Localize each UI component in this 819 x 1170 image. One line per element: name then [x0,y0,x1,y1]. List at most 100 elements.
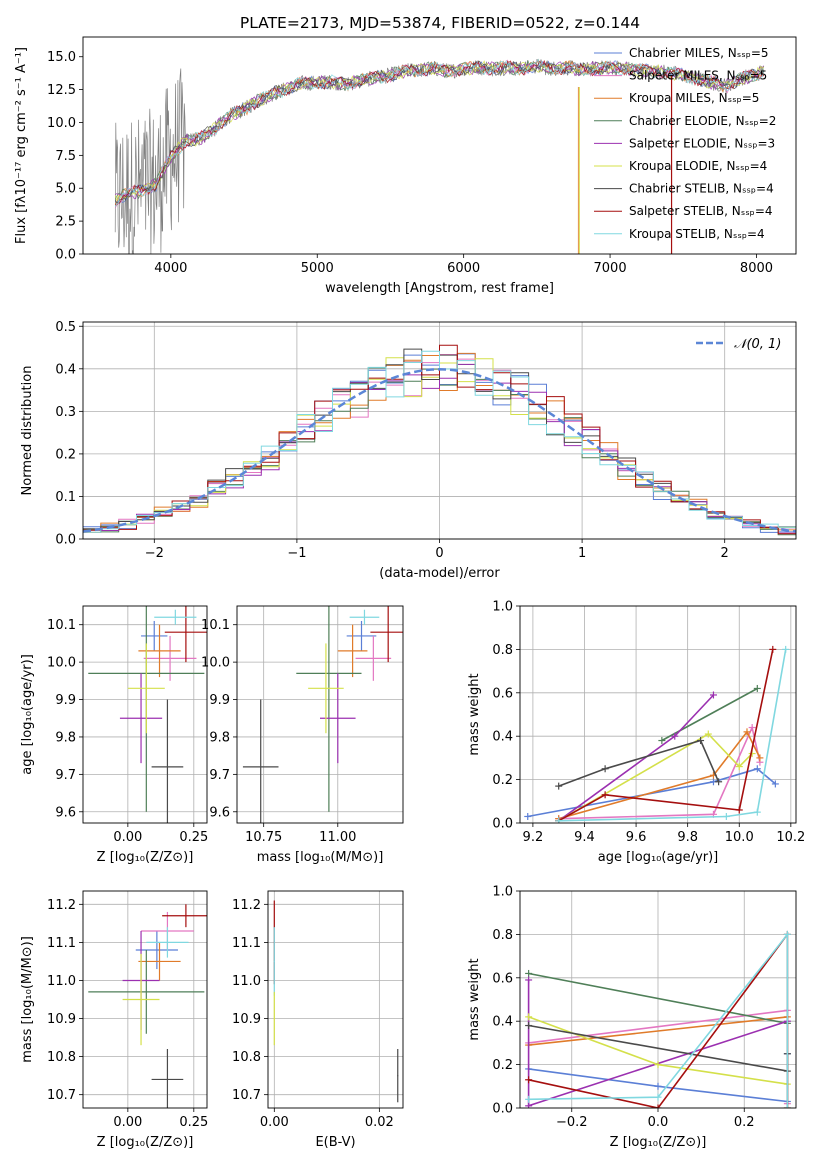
figure-title: PLATE=2173, MJD=53874, FIBERID=0522, z=0… [240,14,640,32]
x-tick-label: 11.00 [319,830,356,845]
y-tick-label: 10.0 [47,656,76,671]
y-tick-label: 5.0 [55,182,76,197]
x-axis-label: age [log₁₀(age/yr)] [598,850,719,865]
y-tick-label: 11.0 [232,974,261,989]
axes-frame [519,605,797,824]
panel-residuals: −2 −1 0 1 2 0.0 0.1 0.2 0.3 0.4 0.5 (data-model)/er… [20,320,797,581]
y-tick-label: 0.0 [55,533,76,548]
legend-label: Chabrier MILES, Nₛₛₚ=5 [629,46,769,60]
x-tick-label: 10.2 [776,830,805,845]
plot-area [114,58,765,254]
weight-line-chabrier_miles [527,767,776,818]
y-tick-label: 9.9 [209,693,230,708]
axes-frame [82,36,797,255]
x-tick-label: 9.6 [626,830,647,845]
y-tick-label: 10.1 [201,618,230,633]
y-tick-label: 10.8 [232,1050,261,1065]
normal-curve [83,368,796,533]
y-tick-label: 0.2 [55,447,76,462]
panel-mass_weight_vs_Z: −0.2 0.0 0.2 0.0 0.2 0.4 0.6 0.8 1.0 Z [log₁₀(Z/Z… [467,885,797,1150]
y-tick-label: 11.0 [47,974,76,989]
x-tick-label: 0.0 [648,1115,669,1130]
y-tick-label: 7.5 [55,149,76,164]
weight-line-kroupa_stelib [528,932,789,1108]
plot-area [88,904,207,1108]
panel-mass_vs_ebv: 0.00 0.02 10.7 10.8 10.9 11.0 11.1 11.2 E(B-V) [232,890,404,1150]
axes-frame [236,605,404,824]
y-tick-label: 9.6 [209,805,230,820]
x-tick-label: 0.2 [734,1115,755,1130]
y-tick-label: 0.4 [492,730,513,745]
y-tick-label: 9.6 [55,805,76,820]
x-tick-label: 10.0 [725,830,754,845]
x-tick-label: 0.25 [179,1115,208,1130]
x-tick-label: 6000 [447,261,480,276]
y-tick-label: 9.8 [55,730,76,745]
y-axis-label: Normed distribution [20,366,35,496]
model-line-kroupa_stelib [114,58,765,207]
y-tick-label: 11.1 [232,936,261,951]
y-tick-label: 0.6 [492,686,513,701]
y-axis-label: age [log₁₀(age/yr)] [20,654,35,775]
y-tick-label: 11.1 [47,936,76,951]
x-tick-label: 1 [578,546,586,561]
x-axis-label: (data-model)/error [379,566,500,581]
plot-area [524,645,790,823]
axes-frame [267,890,404,1109]
y-axis-label: mass [log₁₀(M/M⊙)] [20,936,35,1063]
y-tick-label: 9.8 [209,730,230,745]
axes-frame [82,321,797,540]
x-tick-label: 9.2 [523,830,544,845]
x-tick-label: 0.00 [113,1115,142,1130]
y-tick-label: 9.7 [55,768,76,783]
legend-label: Kroupa ELODIE, Nₛₛₚ=4 [629,159,767,173]
y-tick-label: 10.7 [232,1088,261,1103]
weight-line-salpeter_miles [558,724,761,820]
y-tick-label: 9.7 [209,768,230,783]
y-tick-label: 0.8 [492,928,513,943]
x-tick-label: 0.00 [113,830,142,845]
x-tick-label: 2 [721,546,729,561]
x-axis-label: Z [log₁₀(Z/Z⊙)] [610,1135,707,1150]
axes-frame [519,890,797,1109]
y-tick-label: 12.5 [47,83,76,98]
legend-label: Salpeter STELIB, Nₛₛₚ=4 [629,204,773,218]
legend: 𝒩(0, 1) [696,337,781,352]
plot-area [273,900,399,1103]
y-tick-label: 10.7 [47,1088,76,1103]
x-axis-label: E(B-V) [315,1135,355,1150]
x-tick-label: 7000 [594,261,627,276]
y-tick-label: 2.5 [55,215,76,230]
y-tick-label: 10.0 [47,116,76,131]
weight-line-chabrier_elodie [661,687,758,742]
x-axis-label: Z [log₁₀(Z/Z⊙)] [97,1135,194,1150]
weight-line-kroupa_stelib [558,649,787,822]
legend-label: 𝒩(0, 1) [734,337,781,352]
plot-area [88,606,207,823]
legend-label: Kroupa MILES, Nₛₛₚ=5 [629,91,759,105]
x-tick-label: 0 [435,546,443,561]
x-tick-label: 0.25 [179,830,208,845]
y-axis-label: mass weight [467,673,482,755]
y-tick-label: 0.6 [492,971,513,986]
y-axis-label: mass weight [467,958,482,1040]
plot-area [83,344,796,536]
y-axis-label: Flux [fλ10⁻¹⁷ erg cm⁻² s⁻¹ A⁻¹] [14,47,29,244]
panel-age_vs_mass: 10.75 11.00 9.6 9.7 9.8 9.9 10.0 10.1 mass [log₁… [201,605,404,865]
y-tick-label: 0.4 [492,1015,513,1030]
y-tick-label: 0.1 [55,490,76,505]
y-tick-label: 10.8 [47,1050,76,1065]
y-tick-label: 0.3 [55,405,76,420]
y-tick-label: 0.0 [492,817,513,832]
weight-line-kroupa_elodie [558,732,753,822]
legend-label: Salpeter ELODIE, Nₛₛₚ=3 [629,136,775,150]
panel-mass_vs_Z: 0.00 0.25 10.7 10.8 10.9 11.0 11.1 11.2 Z [log₁₀… [20,890,208,1150]
x-axis-label: mass [log₁₀(M/M⊙)] [257,850,384,865]
x-axis-label: Z [log₁₀(Z/Z⊙)] [97,850,194,865]
x-tick-label: 9.8 [677,830,698,845]
y-tick-label: 15.0 [47,50,76,65]
panel-age_vs_Z: 0.00 0.25 9.6 9.7 9.8 9.9 10.0 10.1 Z [log₁₀(Z/Z… [20,605,208,865]
weight-line-salpeter_stelib [558,649,774,822]
y-tick-label: 0.2 [492,773,513,788]
